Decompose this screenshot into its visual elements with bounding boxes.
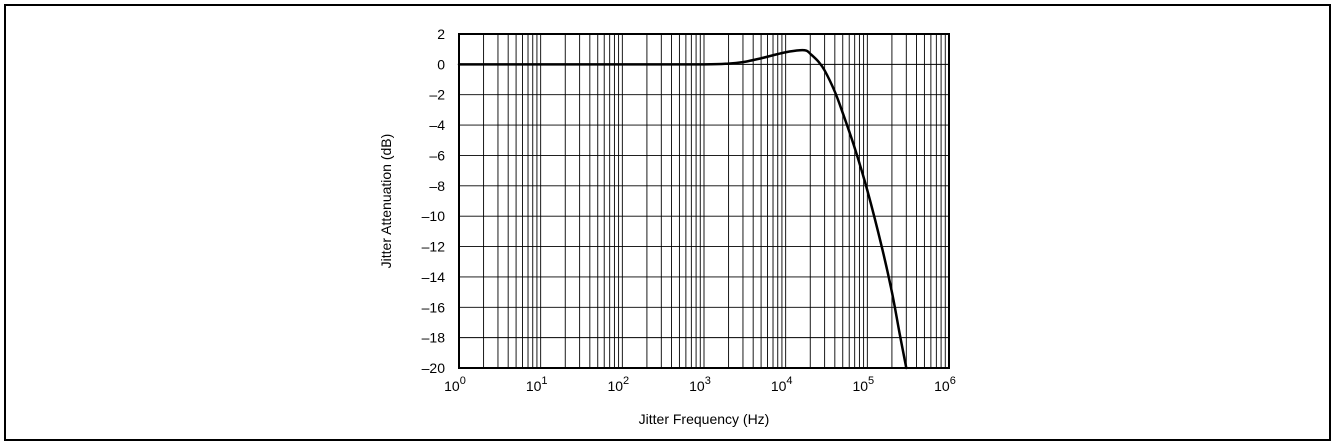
y-tick-label: –20 — [422, 360, 446, 376]
x-axis-label: Jitter Frequency (Hz) — [639, 411, 770, 427]
y-tick-label: 2 — [437, 26, 445, 42]
x-tick-label: 104 — [771, 375, 793, 394]
y-tick-label: –10 — [422, 208, 446, 224]
x-tick-labels: 100 101 102 103 104 105 106 — [444, 375, 956, 394]
x-tick-label: 105 — [852, 375, 874, 394]
y-tick-label: –12 — [422, 239, 446, 255]
y-tick-label: 0 — [437, 56, 445, 72]
y-axis-label: Jitter Attenuation (dB) — [378, 134, 394, 269]
x-tick-label: 101 — [526, 375, 548, 394]
y-tick-label: –8 — [429, 178, 445, 194]
grid — [458, 33, 949, 369]
y-tick-label: –18 — [422, 330, 446, 346]
x-tick-label: 106 — [934, 375, 956, 394]
y-tick-label: –2 — [429, 87, 445, 103]
figure-frame — [4, 4, 1331, 441]
series-line — [457, 48, 908, 370]
y-tick-label: –6 — [429, 147, 445, 163]
x-tick-label: 102 — [607, 375, 629, 394]
y-tick-label: –16 — [422, 299, 446, 315]
plot-area-border — [458, 33, 950, 369]
y-tick-label: –14 — [422, 269, 446, 285]
y-tick-label: –4 — [429, 117, 445, 133]
y-tick-labels: 2 0 –2 –4 –6 –8 –10 –12 –14 –16 –18 –20 — [422, 26, 446, 376]
x-tick-label: 103 — [689, 375, 711, 394]
x-tick-label: 100 — [444, 375, 466, 394]
